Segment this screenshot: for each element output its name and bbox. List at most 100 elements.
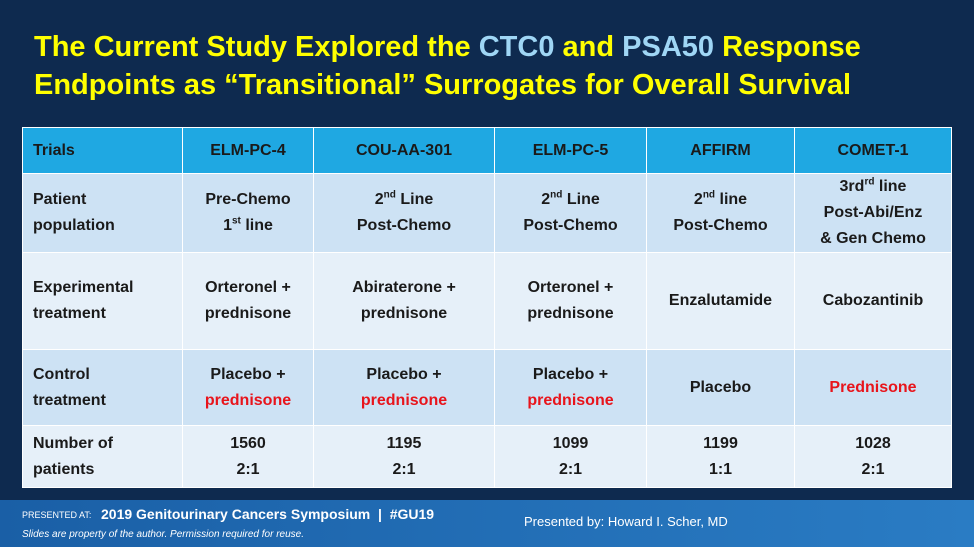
superscript: nd (383, 189, 396, 201)
cell: 2nd Line Post-Chemo (313, 173, 495, 253)
title-text: and (562, 31, 615, 63)
cell: Placebo + prednisone (494, 349, 647, 426)
text-red: prednisone (527, 391, 614, 409)
text: treatment (33, 391, 106, 409)
row: Number of patients 1560 2:1 1195 2:1 1099 2:… (22, 425, 952, 488)
text: population (33, 217, 115, 234)
text: prednisone (527, 305, 614, 322)
title-highlight: PSA50 (622, 31, 715, 63)
title-text: Response (722, 31, 861, 63)
text: 1:1 (708, 460, 733, 478)
text: 1099 (552, 434, 589, 452)
header-cell: ELM-PC-4 (182, 127, 314, 174)
superscript: nd (702, 189, 716, 201)
header-row: Trials ELM-PC-4 COU-AA-301 ELM-PC-5 AFFI… (22, 127, 952, 174)
text: Experimental (33, 279, 134, 296)
cell: Placebo + prednisone (182, 349, 314, 426)
text: 2:1 (861, 460, 885, 478)
text: 1 (223, 217, 232, 234)
text: 2:1 (236, 460, 260, 478)
text: prednisone (360, 305, 448, 322)
trials-table: Trials ELM-PC-4 COU-AA-301 ELM-PC-5 AFFI… (22, 127, 952, 488)
text: Orteronel + (527, 279, 614, 296)
cell: Enzalutamide (646, 252, 795, 350)
text: Number of (33, 434, 113, 452)
text: 2 (541, 191, 551, 208)
text-red: prednisone (204, 391, 292, 409)
text: 1199 (703, 434, 738, 452)
text: prednisone (204, 305, 292, 322)
cell: 1195 2:1 (313, 425, 495, 488)
text: line (719, 191, 748, 208)
slide-title: The Current Study Explored the CTC0 and … (34, 28, 964, 104)
text-red: Prednisone (829, 378, 917, 396)
title-text: Endpoints as “Transitional” Surrogates f… (34, 69, 852, 101)
text: 2 (374, 191, 384, 208)
superscript: nd (550, 189, 563, 201)
cell: Prednisone (794, 349, 952, 426)
text: 2:1 (558, 460, 583, 478)
text: treatment (33, 305, 106, 322)
cell: Patient population (22, 173, 183, 253)
text: Line (400, 191, 434, 208)
cell: 2nd Line Post-Chemo (494, 173, 647, 253)
text: Control (33, 365, 90, 383)
presenter: Presented by: Howard I. Scher, MD (524, 514, 728, 529)
cell: Control treatment (22, 349, 183, 426)
cell: 1199 1:1 (646, 425, 795, 488)
text-red: prednisone (360, 391, 448, 409)
footer: PRESENTED AT: 2019 Genitourinary Cancers… (0, 500, 974, 547)
text: Cabozantinib (822, 292, 924, 309)
cell: Number of patients (22, 425, 183, 488)
text: 2:1 (392, 460, 416, 478)
text: & Gen Chemo (820, 230, 926, 247)
cell: Orteronel + prednisone (494, 252, 647, 350)
text: 1195 (386, 434, 422, 452)
superscript: rd (864, 176, 875, 188)
text: Orteronel + (205, 279, 291, 296)
text: 2 (693, 191, 703, 208)
cell: Orteronel + prednisone (182, 252, 314, 350)
text: Line (566, 191, 600, 208)
header-cell: COMET-1 (794, 127, 952, 174)
cell: 2nd line Post-Chemo (646, 173, 795, 253)
meeting: 2019 Genitourinary Cancers Symposium | #… (101, 506, 435, 522)
text: Pre-Chemo (205, 191, 291, 208)
header-cell: AFFIRM (646, 127, 795, 174)
row: Control treatment Placebo + prednisone Pla… (22, 349, 952, 426)
cell: Placebo + prednisone (313, 349, 495, 426)
disclaimer: Slides are property of the author. Permi… (22, 529, 304, 540)
superscript: st (231, 215, 241, 227)
title-highlight: CTC0 (478, 31, 555, 63)
cell: Placebo (646, 349, 795, 426)
text: patients (33, 460, 95, 478)
cell: Cabozantinib (794, 252, 952, 350)
text: Post-Chemo (356, 217, 452, 234)
text: Post-Chemo (673, 217, 768, 234)
text: Abiraterone + (352, 279, 456, 296)
header-cell: ELM-PC-5 (494, 127, 647, 174)
cell: 3rdrd line Post-Abi/Enz & Gen Chemo (794, 173, 952, 253)
text: Patient (33, 191, 87, 208)
text: 3rd (839, 178, 865, 195)
text: Placebo + (210, 365, 286, 383)
row: Patient population Pre-Chemo 1st line 2nd … (22, 173, 952, 253)
text: Placebo + (532, 365, 609, 383)
text: Placebo + (366, 365, 442, 383)
text: Placebo (689, 378, 752, 396)
cell: 1560 2:1 (182, 425, 314, 488)
text: line (245, 217, 273, 234)
text: Enzalutamide (668, 292, 773, 309)
cell: Abiraterone + prednisone (313, 252, 495, 350)
cell: 1099 2:1 (494, 425, 647, 488)
cell: 1028 2:1 (794, 425, 952, 488)
header-cell: Trials (22, 127, 183, 174)
presented-at: PRESENTED AT: (22, 510, 92, 520)
text: 1560 (230, 434, 266, 452)
title-text: The Current Study Explored the (34, 31, 471, 63)
cell: Pre-Chemo 1st line (182, 173, 314, 253)
text: Post-Chemo (523, 217, 618, 234)
cell: Experimental treatment (22, 252, 183, 350)
text: line (878, 178, 907, 195)
